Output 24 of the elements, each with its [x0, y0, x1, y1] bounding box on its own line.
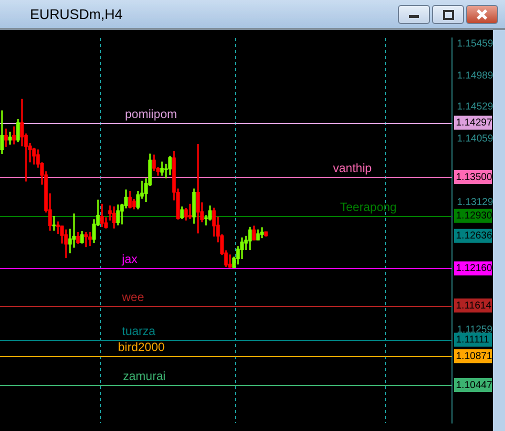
ref-line-label: bird2000	[118, 340, 166, 354]
annotation: 1.11614	[456, 300, 492, 312]
annotation: 1.13500	[456, 172, 493, 183]
annotation: 1.12160	[456, 263, 493, 274]
ref-line-label: vanthip	[333, 160, 372, 175]
ref-line-label: wee	[121, 290, 144, 304]
chart-title: EURUSDm,H4	[30, 6, 123, 22]
annotation: 1.14297	[456, 117, 493, 128]
annotation: 1.12930	[456, 210, 493, 222]
annotation: 1.12636	[456, 230, 493, 242]
y-tick-label: 1.13129	[457, 197, 494, 208]
y-tick-label: 1.14989	[457, 70, 494, 82]
ref-line-label: pomiipom	[125, 106, 178, 121]
ref-line-label: jax	[121, 252, 138, 266]
annotation: 1.11111	[456, 334, 490, 346]
y-tick-label: 1.14529	[457, 102, 494, 113]
y-tick-label: 1.15459	[457, 38, 494, 50]
y-tick-label: 1.11259	[457, 324, 493, 336]
ref-line-label: tuarza	[122, 324, 156, 338]
ref-line-label: zamurai	[123, 368, 166, 383]
annotation: 1.10871	[456, 350, 493, 362]
y-tick-label: 1.14059	[457, 134, 494, 145]
ref-line-label: Teerapong	[340, 200, 397, 214]
annotation: 1.10447	[456, 380, 493, 391]
